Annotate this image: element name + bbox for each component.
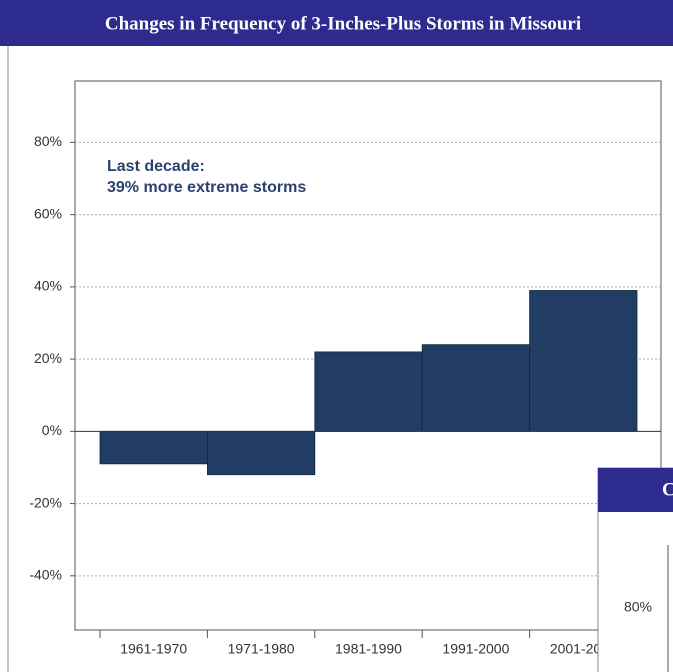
overlay-title: C — [662, 479, 673, 500]
x-tick-label: 1981-1990 — [335, 641, 402, 657]
marks: -40% -20% 0% 20% 40% 60% 80% 1961-1970 1971-1980… — [29, 133, 661, 657]
bar — [206, 430, 316, 476]
title-bar — [0, 0, 673, 46]
x-tick-label: 1971-1980 — [228, 641, 295, 657]
bar — [314, 351, 423, 432]
bar — [421, 344, 531, 432]
annotation: 39% more extreme storms — [107, 179, 306, 196]
bar — [529, 290, 638, 432]
y-tick-label: 80% — [34, 133, 62, 149]
x-tick-label: 1991-2000 — [442, 641, 509, 657]
y-tick-label: 60% — [34, 205, 62, 221]
bar — [99, 430, 208, 465]
overlay-tick-label: 80% — [624, 599, 652, 615]
y-tick-label: 0% — [42, 422, 62, 438]
y-tick-label: -20% — [29, 494, 62, 510]
y-tick-label: 40% — [34, 278, 62, 294]
x-tick-label: 1961-1970 — [120, 641, 187, 657]
overlay-title-bar — [598, 468, 673, 512]
annotation: Last decade: — [107, 158, 205, 175]
chart-title: Changes in Frequency of 3-Inches-Plus St… — [105, 13, 581, 34]
y-tick-label: -40% — [29, 567, 62, 583]
plot-frame — [74, 80, 662, 631]
overlay-window: C 80% — [597, 467, 673, 672]
y-tick-label: 20% — [34, 350, 62, 366]
